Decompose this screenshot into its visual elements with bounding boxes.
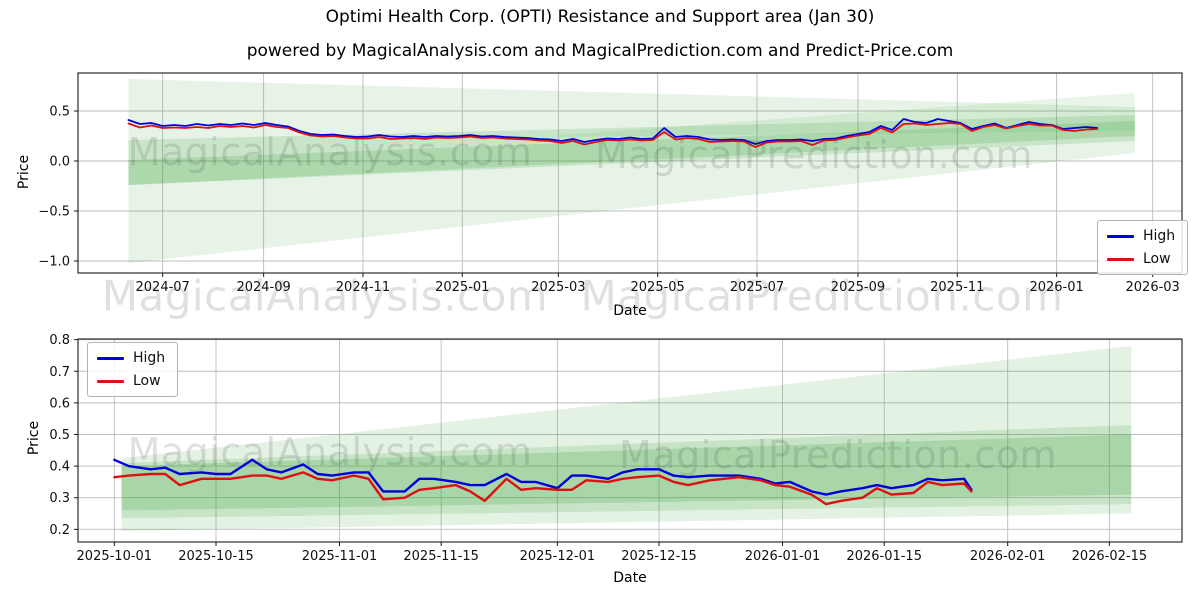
x-tick-label: 2026-01-15 xyxy=(846,549,922,564)
x-tick-label: 2024-11 xyxy=(336,280,390,295)
y-tick-label: 0.3 xyxy=(49,491,70,506)
support-resistance-band xyxy=(128,121,1135,185)
x-tick-label: 2025-01 xyxy=(435,280,489,295)
y-tick-label: 0.8 xyxy=(49,333,70,348)
x-axis-label-top-chart: Date xyxy=(613,303,647,319)
x-tick-label: 2025-03 xyxy=(531,280,585,295)
y-tick-label: 0.6 xyxy=(49,396,70,411)
x-tick-label: 2025-10-15 xyxy=(178,549,254,564)
x-tick-label: 2026-02-01 xyxy=(970,549,1046,564)
x-tick-label: 2025-05 xyxy=(631,280,685,295)
x-axis-label-bottom-chart: Date xyxy=(613,570,647,586)
legend-entry-high: High xyxy=(97,350,165,366)
x-tick-label: 2026-01 xyxy=(1029,280,1083,295)
x-tick-label: 2025-11 xyxy=(930,280,984,295)
legend-top-chart: High Low xyxy=(1097,220,1189,275)
x-tick-label: 2026-03 xyxy=(1126,280,1180,295)
y-tick-label: 0.5 xyxy=(49,428,70,443)
x-tick-label: 2025-10-01 xyxy=(77,549,153,564)
legend-label-low: Low xyxy=(1143,251,1171,267)
x-tick-label: 2025-12-01 xyxy=(520,549,596,564)
y-tick-label: 0.7 xyxy=(49,365,70,380)
plot-frame xyxy=(77,338,1183,543)
plot-frame xyxy=(77,72,1183,274)
x-tick-label: 2026-01-01 xyxy=(745,549,821,564)
x-tick-label: 2025-11-01 xyxy=(302,549,378,564)
chart-subtitle: powered by MagicalAnalysis.com and Magic… xyxy=(246,41,954,61)
support-resistance-band xyxy=(128,115,1135,185)
y-tick-label: 0.0 xyxy=(49,155,70,170)
support-resistance-band xyxy=(128,79,1135,263)
y-axis-label-bottom-chart: Price xyxy=(26,420,42,456)
low-price-line xyxy=(127,122,1099,148)
high-price-line xyxy=(127,118,1099,145)
chart-title: Optimi Health Corp. (OPTI) Resistance an… xyxy=(325,7,875,27)
y-axis-label-top-chart: Price xyxy=(16,154,32,190)
y-tick-label: 0.5 xyxy=(49,105,70,120)
high-line-swatch xyxy=(97,356,124,360)
y-tick-label: −1.0 xyxy=(38,255,70,270)
legend-entry-low: Low xyxy=(1107,251,1175,267)
x-tick-label: 2025-12-15 xyxy=(621,549,697,564)
low-price-line xyxy=(113,471,973,506)
x-tick-label: 2024-07 xyxy=(136,280,190,295)
x-tick-label: 2025-07 xyxy=(730,280,784,295)
low-line-swatch xyxy=(97,379,124,383)
x-tick-label: 2024-09 xyxy=(236,280,290,295)
low-line-swatch xyxy=(1107,257,1134,261)
y-tick-label: 0.2 xyxy=(49,523,70,538)
legend-label-high: High xyxy=(1143,228,1176,244)
x-tick-label: 2026-02-15 xyxy=(1072,549,1148,564)
high-line-swatch xyxy=(1107,234,1134,238)
high-price-line xyxy=(113,458,973,496)
legend-entry-high: High xyxy=(1107,228,1175,244)
legend-label-low: Low xyxy=(133,373,161,389)
y-tick-label: −0.5 xyxy=(38,205,70,220)
x-tick-label: 2025-11-15 xyxy=(403,549,479,564)
x-tick-label: 2025-09 xyxy=(831,280,885,295)
legend-label-high: High xyxy=(133,350,166,366)
legend-bottom-chart: High Low xyxy=(87,342,179,397)
y-tick-label: 0.4 xyxy=(49,460,70,475)
legend-entry-low: Low xyxy=(97,373,165,389)
